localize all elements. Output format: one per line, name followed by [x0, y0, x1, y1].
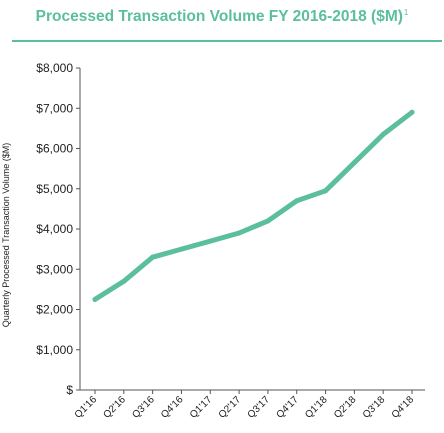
- data-point: [150, 254, 156, 260]
- data-point: [121, 278, 127, 284]
- data-point: [409, 109, 415, 115]
- x-tick-label: Q4'16: [159, 394, 186, 421]
- x-tick-label: Q4'17: [274, 394, 301, 421]
- series-line: [92, 109, 415, 302]
- y-axis: $ $1,000 $2,000 $3,000 $4,000 $5,000 $6,000 $7,…: [36, 61, 81, 397]
- data-point: [351, 160, 357, 166]
- data-point: [323, 188, 329, 194]
- data-point: [178, 246, 184, 252]
- data-point: [294, 198, 300, 204]
- series-layer: [92, 109, 415, 302]
- x-tick-label: Q1'18: [303, 394, 330, 421]
- data-point: [207, 238, 213, 244]
- data-point: [236, 230, 242, 236]
- x-axis: Q1'16 Q2'16 Q3'16 Q4'16 Q1'17 Q2'17 Q3'17 Q4'17…: [73, 389, 425, 421]
- chart-title: Processed Transaction Volume FY 2016-201…: [0, 8, 444, 26]
- y-tick-label: $6,000: [36, 142, 73, 156]
- x-tick-label: Q3'17: [246, 394, 273, 421]
- x-tick-label: Q3'16: [130, 394, 157, 421]
- data-point: [265, 218, 271, 224]
- x-tick-label: Q2'18: [332, 394, 359, 421]
- y-tick-label: $4,000: [36, 222, 73, 236]
- y-tick-label: $5,000: [36, 182, 73, 196]
- chart-title-text: Processed Transaction Volume FY 2016-201…: [35, 8, 403, 26]
- x-tick-label: Q4'18: [390, 394, 417, 421]
- data-point: [92, 296, 98, 302]
- x-tick-label: Q1'16: [73, 394, 100, 421]
- y-tick-label: $2,000: [36, 303, 73, 317]
- x-tick-label: Q2'17: [217, 394, 244, 421]
- y-tick-label: $3,000: [36, 262, 73, 276]
- x-tick-label: Q1'17: [188, 394, 215, 421]
- x-tick-label: Q2'16: [102, 394, 129, 421]
- data-point: [380, 131, 386, 137]
- y-tick-label: $7,000: [36, 101, 73, 115]
- y-tick-label: $1,000: [36, 343, 73, 357]
- y-tick-label: $: [66, 383, 73, 397]
- x-tick-label: Q3'18: [361, 394, 388, 421]
- y-tick-label: $8,000: [36, 61, 73, 75]
- title-footnote: 1: [403, 8, 409, 17]
- y-axis-label: Quarterly Processed Transaction Volume (…: [1, 143, 11, 328]
- title-divider: [12, 40, 442, 42]
